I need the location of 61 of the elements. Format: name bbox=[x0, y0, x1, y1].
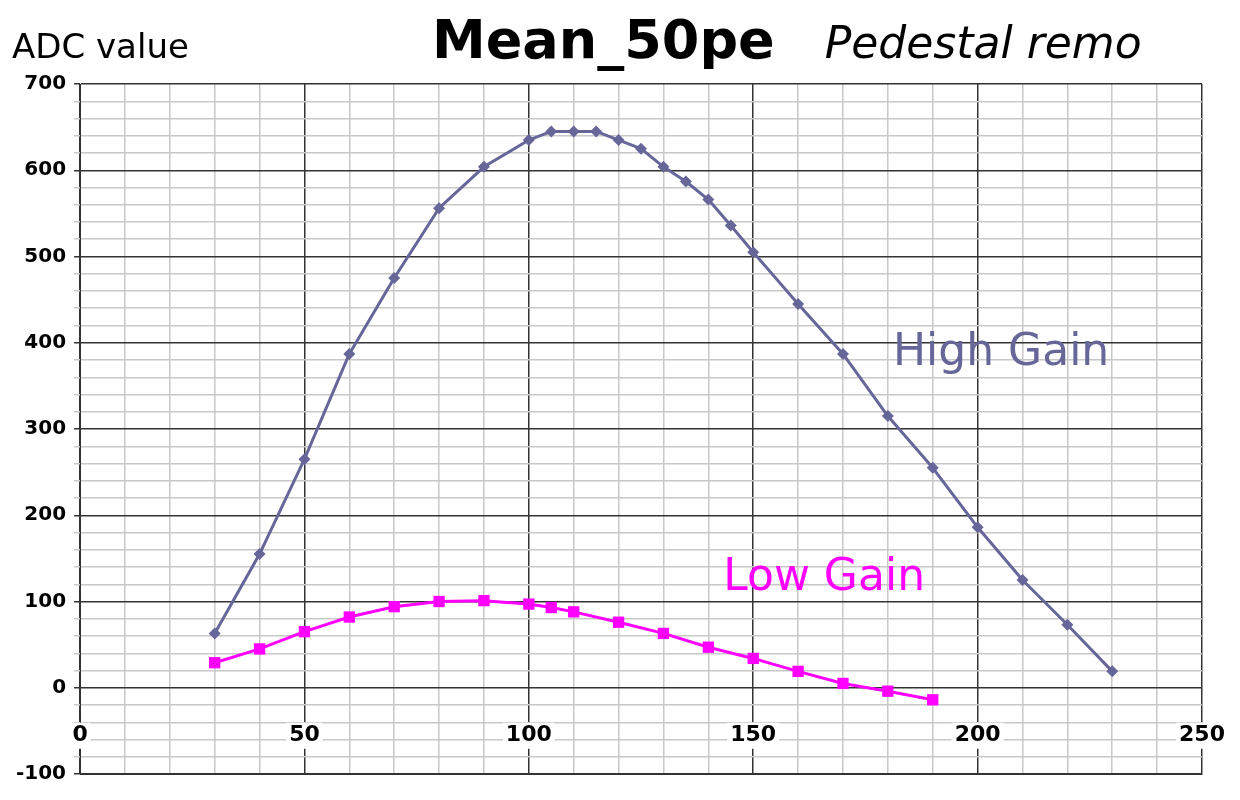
point bbox=[522, 134, 535, 147]
x-tick-label: 200 bbox=[954, 721, 1001, 747]
x-tick-label: 0 bbox=[72, 721, 88, 747]
x-tick-label: 250 bbox=[1179, 721, 1225, 747]
point bbox=[523, 598, 535, 610]
y-tick-label: 0 bbox=[52, 673, 67, 698]
point bbox=[927, 694, 939, 706]
point bbox=[433, 595, 445, 608]
point bbox=[635, 142, 648, 155]
point bbox=[209, 657, 221, 669]
point bbox=[792, 297, 805, 310]
point bbox=[882, 685, 894, 697]
point bbox=[702, 193, 715, 206]
y-tick-label: 100 bbox=[24, 587, 67, 612]
point bbox=[1106, 665, 1119, 678]
series-label: Low Gain bbox=[723, 548, 926, 600]
y-tick-label: 400 bbox=[24, 328, 67, 353]
x-tick-label: 150 bbox=[730, 721, 777, 747]
point bbox=[702, 641, 714, 653]
point bbox=[343, 611, 355, 623]
y-tick-label: 600 bbox=[24, 156, 67, 181]
y-tick-label: 500 bbox=[24, 242, 67, 267]
point bbox=[657, 627, 670, 640]
point bbox=[657, 160, 670, 173]
point bbox=[724, 219, 737, 232]
x-tick-label: 100 bbox=[505, 721, 552, 747]
y-tick-label: 700 bbox=[24, 70, 67, 95]
point bbox=[545, 601, 557, 614]
point bbox=[253, 643, 266, 655]
point bbox=[253, 548, 266, 561]
point bbox=[612, 616, 625, 628]
point bbox=[208, 627, 221, 640]
x-tick-label: 50 bbox=[289, 721, 320, 747]
point bbox=[568, 606, 580, 618]
point bbox=[792, 665, 804, 678]
point bbox=[388, 601, 400, 613]
point bbox=[478, 594, 490, 607]
point bbox=[477, 160, 490, 173]
y-tick-label: 200 bbox=[24, 501, 67, 526]
point bbox=[612, 134, 625, 147]
point bbox=[837, 677, 849, 690]
point bbox=[679, 175, 692, 188]
y-tick-label: 300 bbox=[24, 415, 67, 440]
point bbox=[388, 272, 401, 285]
chart-subtitle: Pedestal remo bbox=[824, 17, 1142, 68]
point bbox=[1061, 618, 1074, 631]
y-tick-label: -100 bbox=[15, 760, 67, 785]
point bbox=[836, 347, 849, 360]
y-axis-title: ADC value bbox=[11, 26, 190, 66]
point bbox=[590, 125, 603, 138]
point bbox=[747, 652, 759, 665]
point bbox=[433, 202, 446, 215]
point bbox=[298, 453, 311, 466]
chart-title: Mean_50pe bbox=[432, 8, 775, 71]
point bbox=[1016, 573, 1029, 586]
point bbox=[298, 626, 311, 638]
point bbox=[881, 410, 894, 423]
point bbox=[971, 521, 984, 534]
point bbox=[747, 246, 760, 259]
point bbox=[343, 347, 356, 360]
point bbox=[926, 461, 939, 474]
